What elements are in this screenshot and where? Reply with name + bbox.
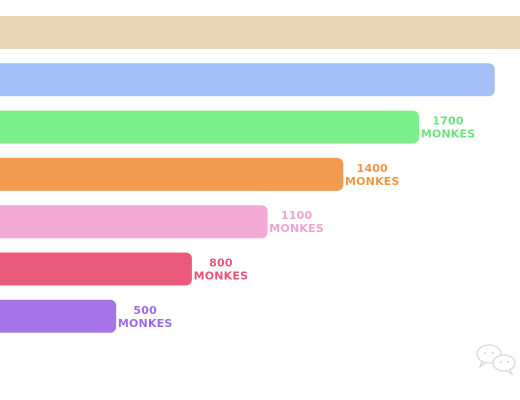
bar-value-label: 1700 [432, 115, 464, 128]
bar-unit-label: MONKES [269, 222, 324, 235]
bar-3 [0, 157, 344, 191]
bar-1 [0, 63, 495, 97]
bar-value-label: 500 [133, 304, 157, 317]
bar-0 [0, 16, 520, 49]
bar-2 [0, 110, 420, 144]
bar-label-3: 1400 MONKES [345, 162, 400, 188]
bar-unit-label: MONKES [421, 128, 476, 141]
bar-label-5: 800 MONKES [194, 257, 249, 283]
bar-value-label: 800 [209, 257, 233, 270]
bar-value-label: 1100 [281, 209, 313, 222]
bar-unit-label: MONKES [118, 317, 173, 330]
chat-bubbles-icon [476, 344, 516, 376]
bar-label-6: 500 MONKES [118, 304, 173, 330]
bar-unit-label: MONKES [194, 270, 249, 283]
bar-6 [0, 299, 117, 333]
bar-unit-label: MONKES [345, 175, 400, 188]
bar-value-label: 1400 [357, 162, 389, 175]
bar-label-4: 1100 MONKES [269, 209, 324, 235]
bar-label-2: 1700 MONKES [421, 115, 476, 141]
bar-4 [0, 205, 268, 239]
bar-5 [0, 252, 192, 286]
